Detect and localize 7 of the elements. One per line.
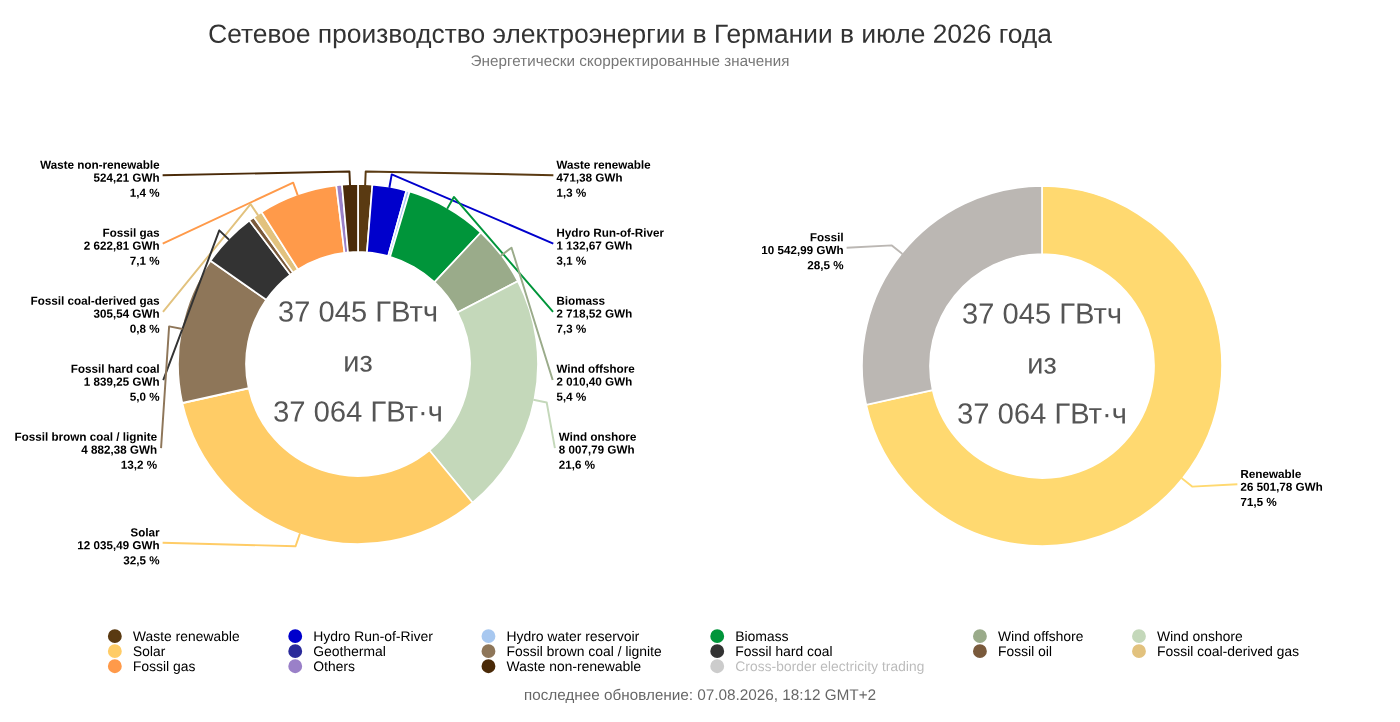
text: из: [1029, 357, 1056, 374]
text: 37 064 ГВт·ч: [274, 401, 441, 422]
text: 37 064 ГВт·ч: [958, 403, 1125, 424]
text: из: [345, 355, 372, 372]
text: 37 045 ГВтч: [963, 303, 1121, 324]
chart-title: Сетевое производство электроэнергии в Германии в июле 2026 года: [209, 24, 1052, 49]
text: 37 045 ГВтч: [279, 301, 437, 322]
